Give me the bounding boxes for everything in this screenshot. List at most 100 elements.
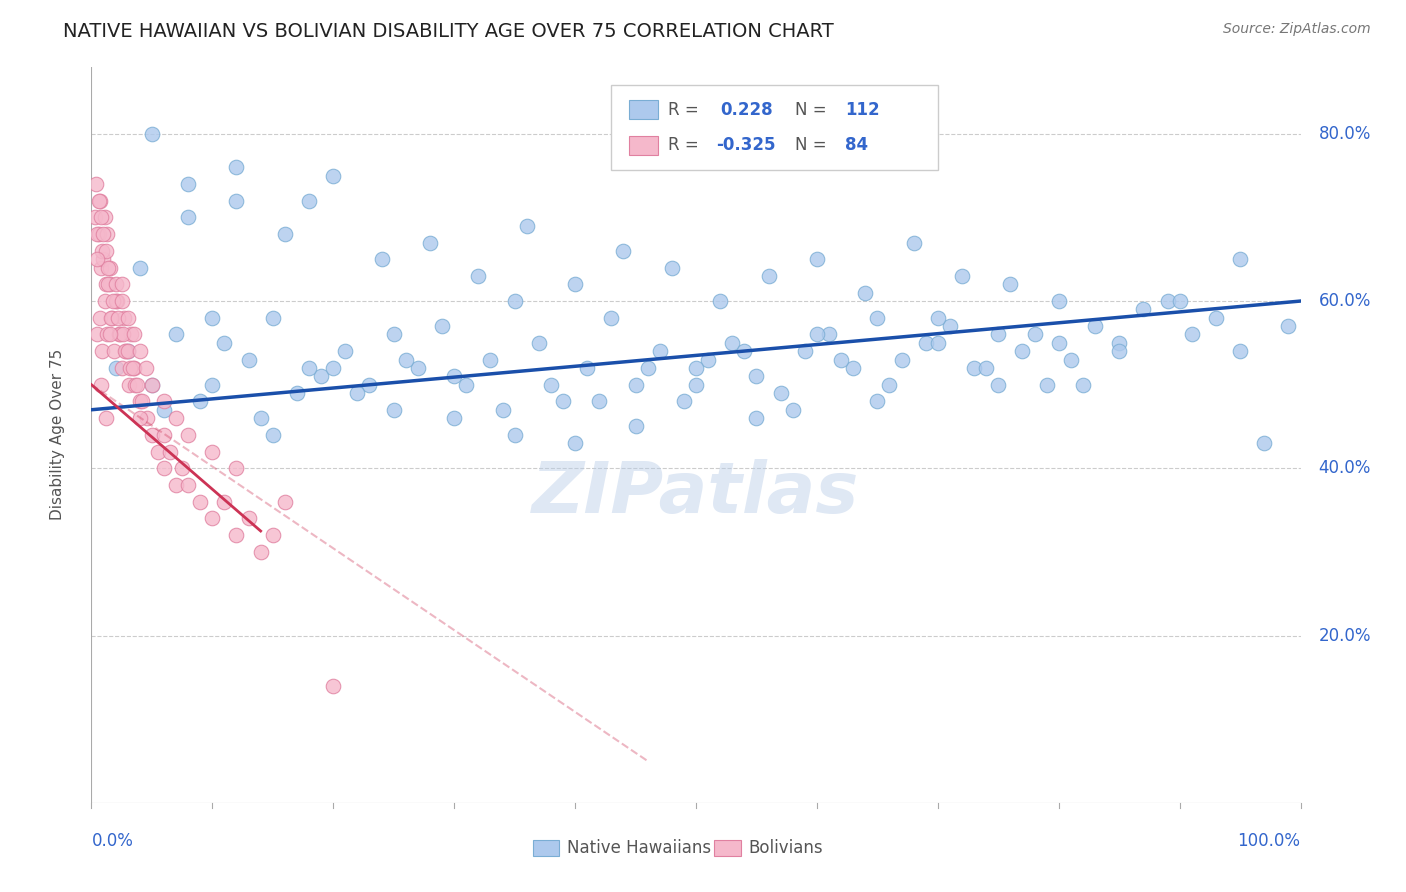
Point <box>467 268 489 283</box>
Point <box>107 310 129 325</box>
Point <box>793 344 815 359</box>
Point <box>101 293 124 308</box>
Point <box>114 344 136 359</box>
Point <box>172 461 194 475</box>
Point <box>104 277 127 292</box>
Point <box>104 360 127 375</box>
Point <box>141 377 163 392</box>
Point <box>866 394 889 409</box>
Point <box>111 277 132 292</box>
Point <box>120 327 142 342</box>
Point <box>127 377 149 392</box>
Point <box>177 427 200 442</box>
Point <box>98 277 121 292</box>
Point <box>105 293 128 308</box>
Point <box>503 427 526 442</box>
Point <box>90 377 112 392</box>
Point <box>987 377 1010 392</box>
Point <box>97 277 120 292</box>
Point <box>214 494 236 508</box>
Point <box>806 327 828 342</box>
Point <box>153 394 176 409</box>
Point <box>86 252 108 267</box>
Point <box>1181 327 1204 342</box>
Point <box>322 360 344 375</box>
Point <box>1205 310 1227 325</box>
Text: 40.0%: 40.0% <box>1319 459 1371 477</box>
Point <box>456 377 478 392</box>
Point <box>103 344 125 359</box>
Point <box>122 360 145 375</box>
Point <box>120 360 142 375</box>
Point <box>309 369 332 384</box>
Point <box>298 360 321 375</box>
Point <box>322 679 344 693</box>
Point <box>551 394 574 409</box>
Point <box>262 528 284 542</box>
Point <box>87 194 110 208</box>
Point <box>782 402 804 417</box>
Point <box>90 211 112 225</box>
Point <box>108 327 131 342</box>
Point <box>1156 293 1178 308</box>
Point <box>1108 335 1130 350</box>
Point <box>94 277 117 292</box>
Text: R =: R = <box>668 136 699 154</box>
Point <box>112 310 135 325</box>
Point <box>121 360 143 375</box>
Point <box>136 411 159 425</box>
Text: R =: R = <box>668 101 699 119</box>
Point <box>1132 302 1154 317</box>
Point <box>842 360 865 375</box>
Point <box>370 252 392 267</box>
Point <box>806 252 828 267</box>
Point <box>527 335 550 350</box>
Point <box>830 352 852 367</box>
Point <box>540 377 562 392</box>
Point <box>950 268 973 283</box>
Point <box>249 545 271 559</box>
Point <box>201 310 224 325</box>
Point <box>721 335 744 350</box>
Point <box>890 352 912 367</box>
Point <box>516 219 538 233</box>
Point <box>600 310 623 325</box>
Point <box>588 394 610 409</box>
Point <box>117 344 139 359</box>
Point <box>382 402 405 417</box>
Point <box>1035 377 1057 392</box>
Point <box>274 494 297 508</box>
Point <box>177 211 200 225</box>
Point <box>637 360 659 375</box>
Point <box>122 327 145 342</box>
Point <box>963 360 986 375</box>
Text: Native Hawaiians: Native Hawaiians <box>567 839 710 857</box>
FancyBboxPatch shape <box>612 86 938 170</box>
Point <box>141 127 163 141</box>
Text: N =: N = <box>796 136 827 154</box>
Point <box>685 360 707 375</box>
Point <box>117 310 139 325</box>
Point <box>685 377 707 392</box>
Point <box>1000 277 1022 292</box>
Point <box>98 260 121 275</box>
Text: 80.0%: 80.0% <box>1319 125 1371 143</box>
Point <box>84 211 107 225</box>
Point <box>818 327 841 342</box>
Point <box>430 319 453 334</box>
Point <box>225 160 247 174</box>
Text: Source: ZipAtlas.com: Source: ZipAtlas.com <box>1223 22 1371 37</box>
Point <box>1229 344 1251 359</box>
Point <box>111 360 132 375</box>
Point <box>89 194 111 208</box>
Point <box>406 360 429 375</box>
Point <box>395 352 418 367</box>
Point <box>903 235 925 250</box>
Text: 0.0%: 0.0% <box>91 832 134 850</box>
Point <box>153 461 176 475</box>
Point <box>225 194 247 208</box>
Point <box>974 360 997 375</box>
Point <box>419 235 441 250</box>
Point <box>117 344 139 359</box>
Point <box>262 427 284 442</box>
